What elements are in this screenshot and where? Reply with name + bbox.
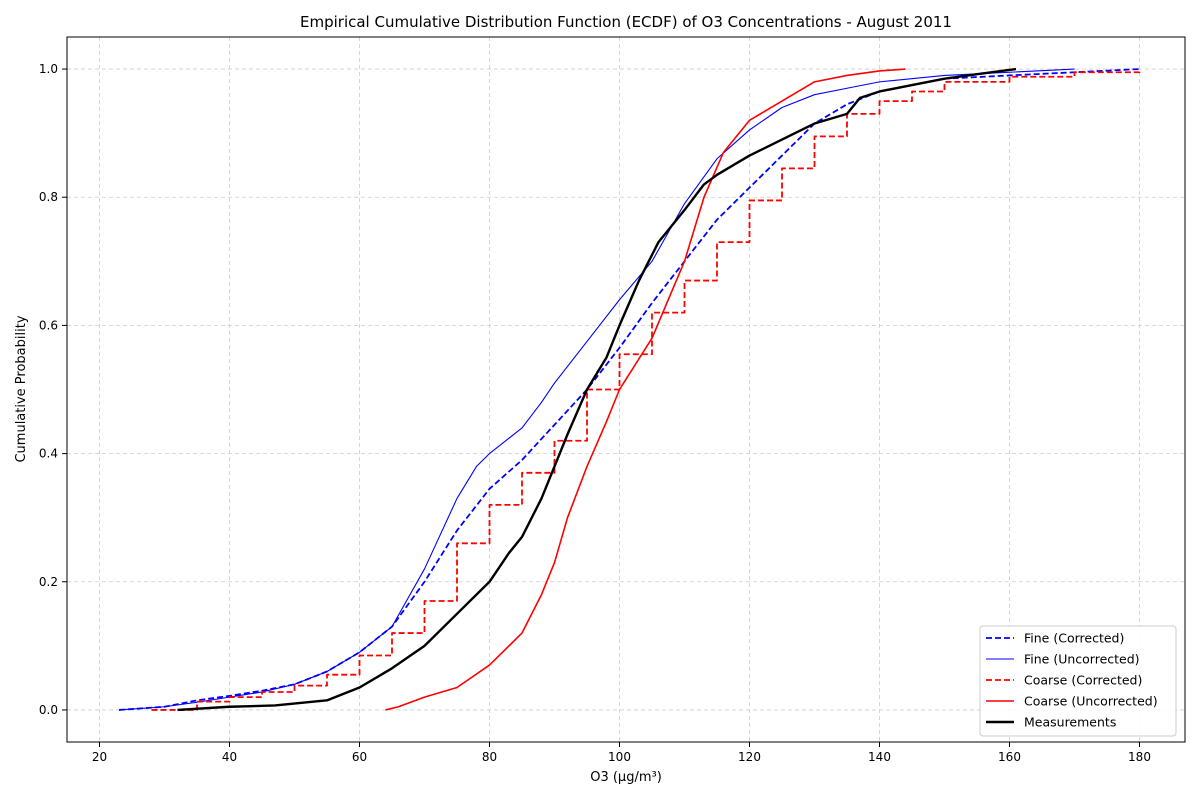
chart-title: Empirical Cumulative Distribution Functi… xyxy=(300,13,952,31)
x-tick-label-5: 120 xyxy=(738,750,761,764)
y-tick-label-0: 0.0 xyxy=(39,703,58,717)
plot-frame xyxy=(66,36,1186,743)
legend-label-2: Coarse (Corrected) xyxy=(1024,673,1142,688)
series-lines xyxy=(118,67,1141,712)
x-tick-label-2: 60 xyxy=(352,750,367,764)
legend-label-0: Fine (Corrected) xyxy=(1024,631,1124,646)
series-line-1 xyxy=(118,68,1075,711)
y-tick-label-4: 0.8 xyxy=(39,190,58,204)
x-axis-title: O3 (µg/m³) xyxy=(590,770,662,785)
y-axis-ticks: 0.0 0.2 0.4 0.6 0.8 1.0 xyxy=(39,62,67,717)
y-tick-label-3: 0.6 xyxy=(39,318,58,332)
x-tick-label-4: 100 xyxy=(608,750,631,764)
x-tick-label-0: 20 xyxy=(92,750,107,764)
legend-label-4: Measurements xyxy=(1024,715,1116,730)
x-tick-label-3: 80 xyxy=(482,750,497,764)
y-tick-label-1: 0.2 xyxy=(39,575,58,589)
legend-label-3: Coarse (Uncorrected) xyxy=(1024,694,1158,709)
legend-box xyxy=(979,625,1177,737)
y-tick-label-2: 0.4 xyxy=(39,447,58,461)
series-line-0 xyxy=(118,68,1140,711)
x-tick-label-6: 140 xyxy=(868,750,891,764)
x-axis-ticks: 20 40 60 80 100 120 140 160 180 xyxy=(92,742,1151,764)
legend: Fine (Corrected) Fine (Uncorrected) Coarse… xyxy=(979,625,1177,737)
x-tick-label-7: 160 xyxy=(998,750,1021,764)
x-tick-label-1: 40 xyxy=(222,750,237,764)
series-line-3 xyxy=(385,68,906,711)
legend-label-1: Fine (Uncorrected) xyxy=(1024,652,1140,667)
y-tick-label-5: 1.0 xyxy=(39,62,58,76)
series-line-2 xyxy=(151,69,1141,711)
x-tick-label-8: 180 xyxy=(1128,750,1151,764)
series-line-4 xyxy=(177,67,1017,712)
y-axis-title: Cumulative Probability xyxy=(14,315,29,462)
